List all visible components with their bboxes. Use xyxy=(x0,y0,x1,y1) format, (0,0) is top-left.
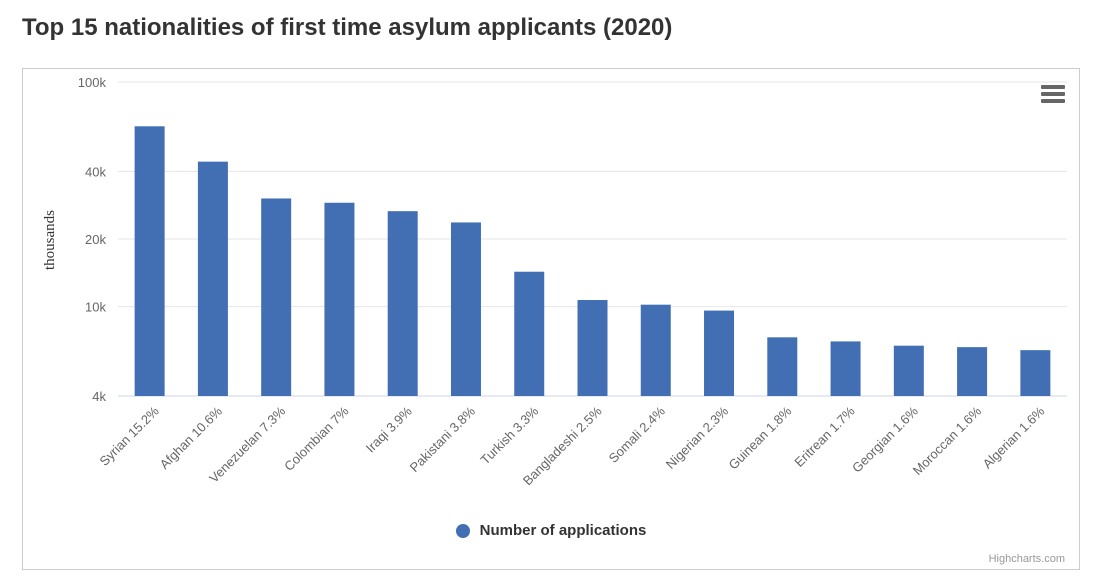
x-tick-label: Nigerian 2.3% xyxy=(663,403,732,472)
bars xyxy=(134,126,1051,396)
x-tick-label: Iraqi 3.9% xyxy=(363,403,415,455)
y-tick-label: 4k xyxy=(92,389,106,404)
legend-item-applications[interactable]: Number of applications xyxy=(455,522,647,539)
x-tick-label: Colombian 7% xyxy=(281,403,352,474)
y-axis-ticks: 4k 10k 20k 40k 100k xyxy=(78,75,107,404)
legend-marker xyxy=(455,523,470,538)
x-tick-label: Eritrean 1.7% xyxy=(791,403,858,470)
chart-menu-button[interactable] xyxy=(1041,85,1065,107)
y-tick-label: 20k xyxy=(85,232,106,247)
y-tick-label: 40k xyxy=(85,164,106,179)
bar-12[interactable] xyxy=(893,345,924,396)
x-axis-ticks: Syrian 15.2%Afghan 10.6%Venezuelan 7.3%C… xyxy=(96,403,1047,488)
bar-chart: 4k 10k 20k 40k 100k thousands Syrian 15.2%Af… xyxy=(42,75,1067,488)
bar-8[interactable] xyxy=(640,304,671,396)
x-tick-label: Algerian 1.6% xyxy=(980,403,1048,471)
x-tick-label: Afghan 10.6% xyxy=(157,403,226,472)
y-tick-label: 10k xyxy=(85,300,106,315)
bar-13[interactable] xyxy=(957,347,988,396)
page-title: Top 15 nationalities of first time asylu… xyxy=(22,14,673,41)
x-tick-label: Georgian 1.6% xyxy=(849,403,921,475)
y-axis-title: thousands xyxy=(42,210,58,270)
bar-14[interactable] xyxy=(1020,350,1051,396)
x-tick-label: Guinean 1.8% xyxy=(726,403,795,472)
x-tick-label: Syrian 15.2% xyxy=(96,403,162,469)
x-tick-label: Somali 2.4% xyxy=(606,403,669,466)
legend-label: Number of applications xyxy=(479,522,647,539)
bar-4[interactable] xyxy=(387,211,418,396)
bar-10[interactable] xyxy=(767,337,798,396)
y-tick-label: 100k xyxy=(78,75,107,90)
hamburger-menu-icon xyxy=(1041,85,1065,89)
credits-link[interactable]: Highcharts.com xyxy=(988,553,1065,565)
bar-9[interactable] xyxy=(704,310,735,396)
bar-6[interactable] xyxy=(514,271,545,396)
bar-11[interactable] xyxy=(830,341,861,396)
bar-0[interactable] xyxy=(134,126,165,396)
x-tick-label: Pakistani 3.8% xyxy=(407,403,479,475)
x-tick-label: Turkish 3.3% xyxy=(477,403,541,467)
bar-7[interactable] xyxy=(577,300,608,396)
legend: Number of applications xyxy=(23,522,1079,543)
chart-container: 4k 10k 20k 40k 100k thousands Syrian 15.2% Af… xyxy=(22,68,1080,570)
x-tick-label: Moroccan 1.6% xyxy=(910,403,985,478)
bar-1[interactable] xyxy=(197,161,228,396)
bar-3[interactable] xyxy=(324,202,355,396)
bar-2[interactable] xyxy=(261,198,292,396)
bar-5[interactable] xyxy=(450,222,481,396)
